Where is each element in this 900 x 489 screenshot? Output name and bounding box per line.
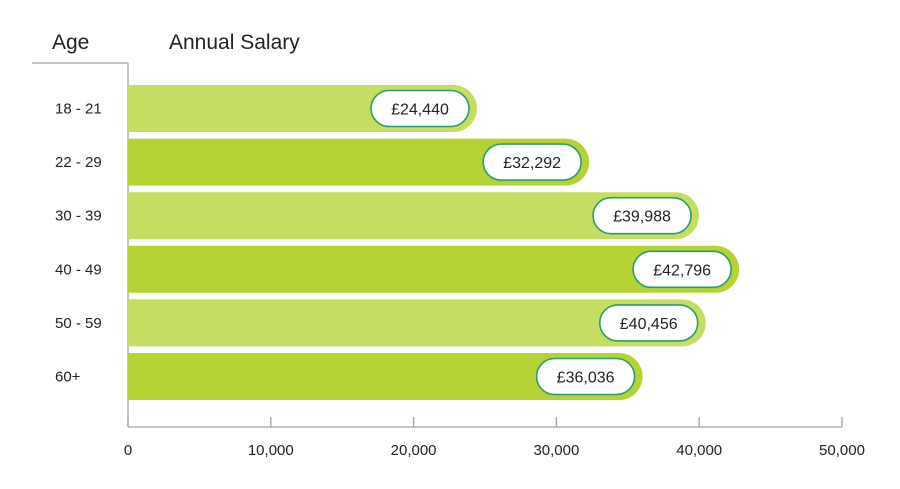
data-label: £32,292 (503, 155, 561, 172)
bar (128, 353, 643, 400)
data-label: £39,988 (613, 209, 671, 226)
category-label: 22 - 29 (55, 154, 102, 171)
data-label-pill (370, 89, 470, 128)
x-tick-label: 20,000 (391, 442, 437, 459)
salary-column-header: Annual Salary (169, 31, 300, 54)
x-tick-label: 30,000 (533, 442, 579, 459)
data-label-pill (592, 196, 692, 235)
data-label: £40,456 (620, 316, 678, 333)
bar (128, 299, 706, 347)
x-tick-label: 50,000 (819, 442, 865, 459)
data-label-pill (482, 143, 582, 181)
data-label-pill (632, 250, 732, 289)
x-tick-label: 10,000 (248, 442, 294, 459)
category-label: 18 - 21 (55, 101, 102, 118)
bar (128, 245, 740, 293)
category-label: 60+ (55, 369, 81, 386)
age-column-header: Age (52, 31, 90, 54)
bar (128, 192, 700, 240)
data-label: £24,440 (391, 102, 449, 119)
data-label-pill (535, 357, 636, 396)
category-label: 50 - 59 (55, 315, 102, 332)
data-label: £36,036 (557, 370, 615, 387)
bar (128, 138, 590, 186)
x-tick-label: 0 (124, 442, 132, 459)
data-label-pill (598, 304, 699, 342)
x-tick-label: 40,000 (676, 442, 722, 459)
data-label: £42,796 (653, 262, 711, 279)
category-label: 40 - 49 (55, 261, 102, 278)
category-label: 30 - 39 (55, 208, 102, 225)
